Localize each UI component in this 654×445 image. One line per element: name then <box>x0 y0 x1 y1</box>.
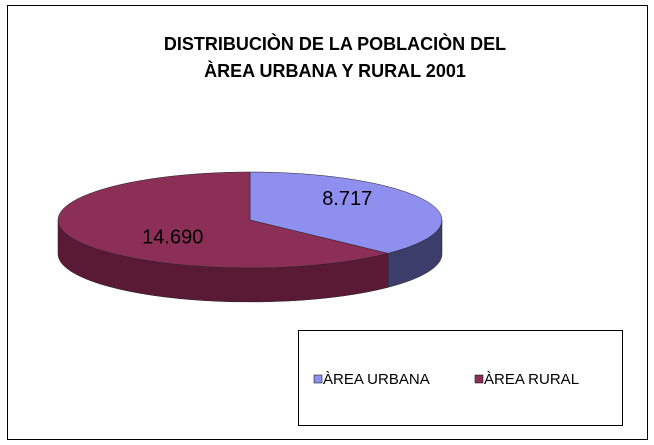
pie: 8.717 14.690 <box>57 171 443 303</box>
legend-swatch <box>474 374 484 384</box>
chart-title: DISTRIBUCIÒN DE LA POBLACIÒN DEL <box>164 33 506 54</box>
legend-swatch <box>313 374 323 384</box>
chart-title: ÀREA URBANA Y RURAL 2001 <box>204 60 466 81</box>
slice <box>249 171 443 254</box>
legend: ÀREA URBANA ÀREA RURAL <box>313 371 579 388</box>
legend-label: ÀREA URBANA <box>323 371 430 388</box>
legend-box <box>298 330 623 426</box>
data-label: 8.717 <box>322 188 372 210</box>
legend-label: ÀREA RURAL <box>484 371 579 388</box>
data-label: 14.690 <box>142 227 203 249</box>
slice <box>57 171 389 269</box>
